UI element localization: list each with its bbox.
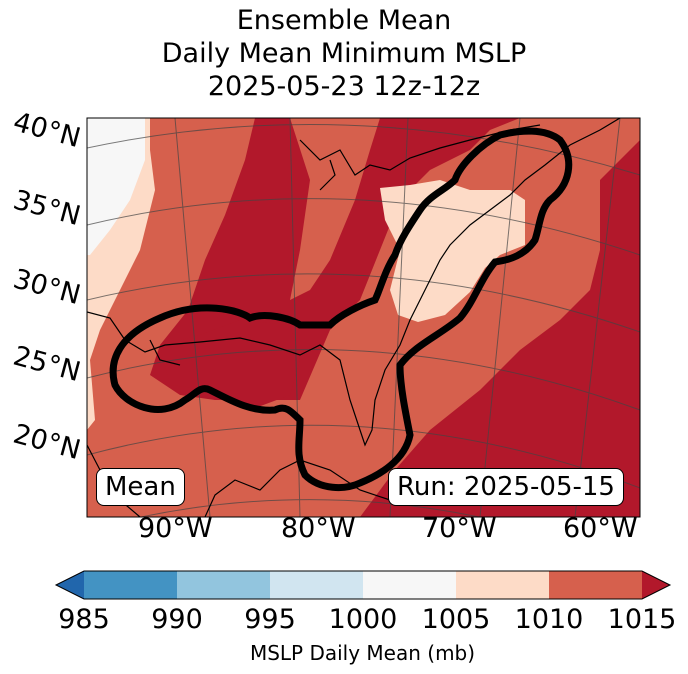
- lon-label-90: 90°W: [138, 513, 213, 544]
- colorbar-bin-1005: [456, 571, 549, 599]
- pressure-1010-1015-east: [290, 118, 380, 300]
- contour-outline: [109, 127, 573, 491]
- colorbar-bin-985: [84, 571, 177, 599]
- colorbar-extend-low: [56, 571, 84, 599]
- colorbar-tick-985: 985: [58, 604, 110, 635]
- colorbar-bin-1000: [363, 571, 456, 599]
- lon-label-70: 70°W: [422, 513, 497, 544]
- colorbar-label: MSLP Daily Mean (mb): [249, 641, 476, 665]
- mean-badge: Mean: [96, 468, 185, 506]
- colorbar-bin-1010: [549, 571, 642, 599]
- colorbar-bin-990: [177, 571, 270, 599]
- graticule: [87, 118, 640, 517]
- colorbar-tick-1015: 1015: [607, 604, 677, 635]
- colorbar-tick-1005: 1005: [421, 604, 491, 635]
- colorbar-tick-990: 990: [151, 604, 203, 635]
- colorbar-tick-995: 995: [244, 604, 296, 635]
- pressure-1000-1005: [87, 118, 145, 255]
- colorbar-bin-995: [270, 571, 363, 599]
- lon-label-80: 80°W: [281, 513, 356, 544]
- colorbar-tick-1000: 1000: [328, 604, 398, 635]
- colorbar-tick-1010: 1010: [514, 604, 584, 635]
- lon-label-60: 60°W: [563, 513, 638, 544]
- title-line-2: Daily Mean Minimum MSLP: [161, 38, 527, 69]
- colorbar-extend-high: [642, 571, 670, 599]
- title-line-1: Ensemble Mean: [236, 5, 452, 36]
- title-line-3: 2025-05-23 12z-12z: [207, 71, 481, 102]
- run-date-badge: Run: 2025-05-15: [388, 468, 624, 506]
